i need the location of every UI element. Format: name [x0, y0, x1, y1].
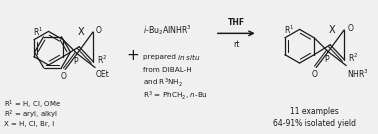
Text: NHR$^3$: NHR$^3$: [347, 68, 369, 80]
Text: P: P: [324, 55, 328, 64]
Text: R$^3$ = PhCH$_2$, $n$-Bu: R$^3$ = PhCH$_2$, $n$-Bu: [143, 90, 208, 102]
Text: R$^2$ = aryl, alkyl: R$^2$ = aryl, alkyl: [4, 108, 58, 121]
Text: P: P: [73, 57, 77, 66]
Text: R$^1$: R$^1$: [284, 23, 294, 36]
Text: $i$-Bu$_2$AlNHR$^3$: $i$-Bu$_2$AlNHR$^3$: [143, 23, 192, 37]
Text: from DIBAL-H: from DIBAL-H: [143, 67, 192, 73]
Text: rt: rt: [233, 40, 240, 49]
Text: R$^1$ = H, Cl, OMe: R$^1$ = H, Cl, OMe: [4, 98, 61, 111]
Text: OEt: OEt: [96, 70, 110, 79]
Text: O: O: [311, 70, 317, 79]
Text: and R$^3$NH$_2$: and R$^3$NH$_2$: [143, 77, 183, 89]
Text: O: O: [347, 24, 353, 33]
Text: X: X: [78, 27, 84, 37]
Text: O: O: [96, 26, 102, 35]
Text: 11 examples: 11 examples: [290, 107, 339, 116]
Text: +: +: [127, 48, 139, 63]
Text: THF: THF: [228, 18, 245, 27]
Text: $\it{in\ situ}$: $\it{in\ situ}$: [177, 52, 201, 62]
Text: R$^2$: R$^2$: [97, 53, 107, 66]
Text: X: X: [329, 25, 336, 35]
Text: prepared: prepared: [143, 54, 178, 60]
Text: R$^2$: R$^2$: [348, 51, 358, 64]
Text: X = H, Cl, Br, I: X = H, Cl, Br, I: [4, 121, 54, 127]
Text: 64-91% isolated yield: 64-91% isolated yield: [273, 119, 356, 128]
Text: O: O: [60, 72, 66, 81]
Text: R$^1$: R$^1$: [33, 25, 43, 38]
